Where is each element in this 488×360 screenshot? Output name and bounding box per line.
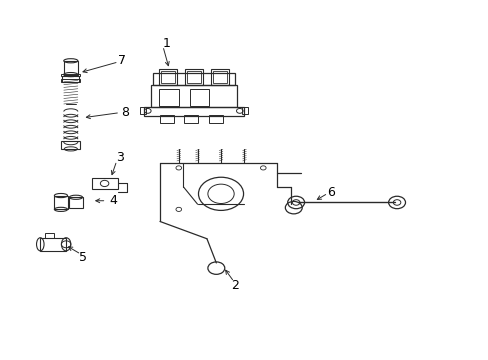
Text: 2: 2 xyxy=(231,279,239,292)
Bar xyxy=(184,69,203,85)
Bar xyxy=(208,115,223,123)
Bar xyxy=(160,115,174,123)
Bar xyxy=(159,69,177,85)
Bar xyxy=(242,107,247,114)
Bar xyxy=(159,89,179,106)
Text: 3: 3 xyxy=(116,151,124,164)
Bar xyxy=(150,85,237,107)
Bar xyxy=(161,71,175,83)
Bar xyxy=(186,71,201,83)
Bar xyxy=(189,89,209,106)
Bar xyxy=(62,76,79,81)
Text: 6: 6 xyxy=(327,186,335,199)
Bar xyxy=(54,195,67,210)
Bar xyxy=(212,71,226,83)
Bar xyxy=(61,79,80,81)
Bar xyxy=(40,238,66,251)
Text: 5: 5 xyxy=(79,251,86,264)
Bar xyxy=(140,107,145,114)
Bar xyxy=(143,107,244,116)
Bar xyxy=(210,69,228,85)
Text: 4: 4 xyxy=(109,194,117,207)
Bar xyxy=(69,197,82,208)
Bar xyxy=(92,178,118,189)
Bar xyxy=(63,61,78,75)
Bar xyxy=(61,73,80,76)
Text: 1: 1 xyxy=(163,37,171,50)
Text: 8: 8 xyxy=(121,106,128,119)
Text: 7: 7 xyxy=(118,54,126,67)
Bar xyxy=(184,115,198,123)
Bar xyxy=(45,233,54,238)
Bar xyxy=(61,141,80,149)
Bar xyxy=(153,73,235,85)
